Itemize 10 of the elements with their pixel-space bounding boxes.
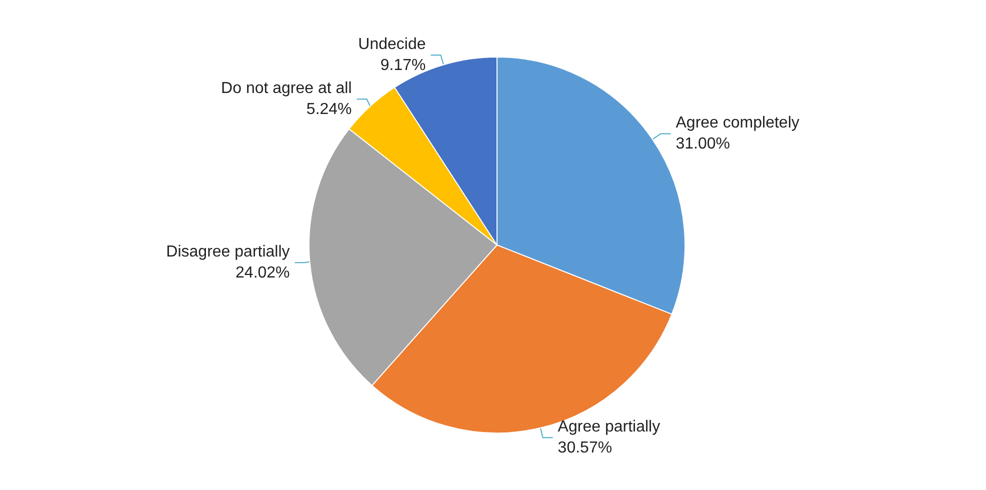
slice-label: Agree partially [558, 418, 660, 436]
slice-label: Do not agree at all [221, 80, 352, 98]
data-label: 31.00% [676, 136, 730, 153]
data-label: 30.57% [558, 440, 612, 457]
data-label: 5.24% [306, 101, 352, 118]
slice-label: Disagree partially [166, 244, 290, 261]
data-label: 24.02% [236, 264, 290, 282]
slice-label: Agree completely [676, 114, 800, 132]
data-label: 9.17% [380, 57, 426, 74]
slice-label: Undecide [358, 36, 426, 54]
